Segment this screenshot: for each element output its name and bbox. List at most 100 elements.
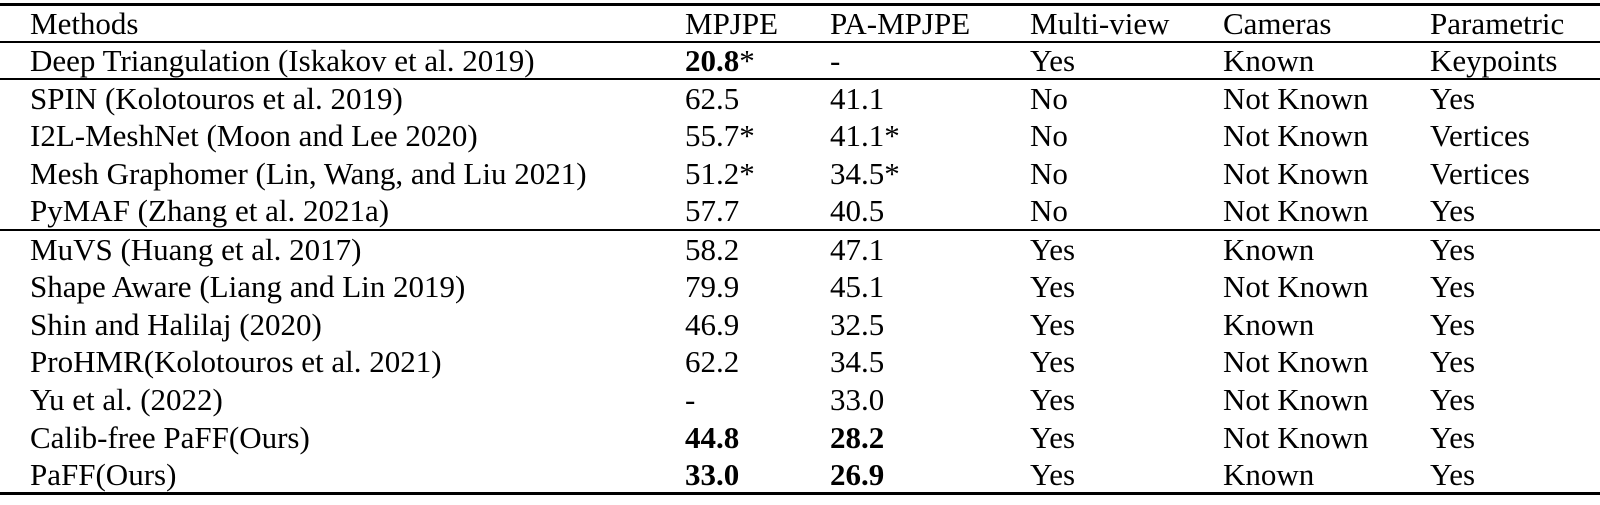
- cameras-cell: Known: [1223, 305, 1430, 343]
- parametric-cell: Yes: [1430, 343, 1600, 381]
- table-row: PyMAF (Zhang et al. 2021a) 57.7 40.5 No Not …: [0, 192, 1600, 230]
- mpjpe-value: 55.7: [685, 118, 740, 154]
- cameras-cell: Not Known: [1223, 268, 1430, 306]
- mpjpe-value: 58.2: [685, 231, 740, 267]
- method-label: SPIN (Kolotouros et al. 2019): [30, 81, 403, 117]
- column-header-parametric: Parametric: [1430, 5, 1565, 41]
- pa-mpjpe-star: *: [884, 155, 900, 191]
- multi-view-cell: Yes: [1030, 305, 1223, 343]
- pa-mpjpe-star: *: [884, 118, 900, 154]
- method-cell: SPIN (Kolotouros et al. 2019): [0, 79, 685, 117]
- parametric-value: Vertices: [1430, 155, 1530, 191]
- column-header-cameras: Cameras: [1223, 5, 1332, 41]
- cameras-value: Not Known: [1223, 193, 1369, 229]
- multi-view-cell: Yes: [1030, 343, 1223, 381]
- method-cell: Shape Aware (Liang and Lin 2019): [0, 268, 685, 306]
- parametric-cell: Yes: [1430, 192, 1600, 230]
- mpjpe-cell: 79.9: [685, 268, 830, 306]
- cameras-value: Not Known: [1223, 155, 1369, 191]
- cameras-cell: Not Known: [1223, 79, 1430, 117]
- cameras-value: Not Known: [1223, 268, 1369, 304]
- table-row: Calib-free PaFF(Ours) 44.8 28.2 Yes Not Know…: [0, 418, 1600, 456]
- parametric-cell: Yes: [1430, 305, 1600, 343]
- pa-mpjpe-cell: 34.5: [830, 343, 1030, 381]
- mpjpe-cell: 20.8*: [685, 42, 830, 80]
- header-row: Methods MPJPE PA-MPJPE Multi-view Camera…: [0, 5, 1600, 42]
- pa-mpjpe-value: 33.0: [830, 382, 885, 418]
- cameras-cell: Not Known: [1223, 381, 1430, 419]
- multi-view-cell: Yes: [1030, 230, 1223, 268]
- parametric-cell: Yes: [1430, 381, 1600, 419]
- method-cell: I2L-MeshNet (Moon and Lee 2020): [0, 117, 685, 155]
- multi-view-cell: No: [1030, 192, 1223, 230]
- mpjpe-value: 62.2: [685, 344, 740, 380]
- multi-view-cell: Yes: [1030, 42, 1223, 80]
- pa-mpjpe-value: 26.9: [830, 456, 885, 492]
- pa-mpjpe-cell: 47.1: [830, 230, 1030, 268]
- method-label: Calib-free PaFF(Ours): [30, 419, 310, 455]
- method-cell: PaFF(Ours): [0, 456, 685, 494]
- cameras-cell: Not Known: [1223, 418, 1430, 456]
- mpjpe-cell: 44.8: [685, 418, 830, 456]
- parametric-cell: Yes: [1430, 268, 1600, 306]
- multi-view-cell: Yes: [1030, 418, 1223, 456]
- table-group-single-view: SPIN (Kolotouros et al. 2019) 62.5 41.1 No N…: [0, 79, 1600, 230]
- mpjpe-star: *: [739, 118, 755, 154]
- mpjpe-cell: 33.0: [685, 456, 830, 494]
- mpjpe-value: 20.8: [685, 42, 740, 78]
- pa-mpjpe-value: 34.5: [830, 344, 885, 380]
- parametric-cell: Vertices: [1430, 117, 1600, 155]
- multi-view-value: Yes: [1030, 306, 1076, 342]
- multi-view-value: Yes: [1030, 344, 1076, 380]
- method-cell: Yu et al. (2022): [0, 381, 685, 419]
- method-cell: Deep Triangulation (Iskakov et al. 2019): [0, 42, 685, 80]
- method-label: MuVS (Huang et al. 2017): [30, 231, 362, 267]
- mpjpe-star: *: [739, 42, 755, 78]
- pa-mpjpe-value: 34.5: [830, 155, 885, 191]
- pa-mpjpe-value: 41.1: [830, 118, 885, 154]
- table-row: Shape Aware (Liang and Lin 2019) 79.9 45.1…: [0, 268, 1600, 306]
- method-comparison-table: Methods MPJPE PA-MPJPE Multi-view Camera…: [0, 3, 1600, 496]
- parametric-value: Yes: [1430, 344, 1476, 380]
- multi-view-cell: No: [1030, 155, 1223, 193]
- method-label: I2L-MeshNet (Moon and Lee 2020): [30, 118, 478, 154]
- parametric-cell: Yes: [1430, 418, 1600, 456]
- mpjpe-value: 46.9: [685, 306, 740, 342]
- parametric-value: Yes: [1430, 306, 1476, 342]
- mpjpe-star: *: [739, 155, 755, 191]
- parametric-cell: Yes: [1430, 79, 1600, 117]
- multi-view-value: No: [1030, 193, 1068, 229]
- cameras-cell: Known: [1223, 230, 1430, 268]
- mpjpe-cell: -: [685, 381, 830, 419]
- cameras-value: Not Known: [1223, 382, 1369, 418]
- table-header: Methods MPJPE PA-MPJPE Multi-view Camera…: [0, 5, 1600, 42]
- pa-mpjpe-value: -: [830, 42, 841, 78]
- table-group-triangulation: Deep Triangulation (Iskakov et al. 2019)…: [0, 42, 1600, 80]
- mpjpe-value: 33.0: [685, 456, 740, 492]
- parametric-value: Yes: [1430, 193, 1476, 229]
- mpjpe-value: 44.8: [685, 419, 740, 455]
- pa-mpjpe-cell: 34.5*: [830, 155, 1030, 193]
- table-row: SPIN (Kolotouros et al. 2019) 62.5 41.1 No N…: [0, 79, 1600, 117]
- pa-mpjpe-value: 32.5: [830, 306, 885, 342]
- table-row: ProHMR(Kolotouros et al. 2021) 62.2 34.5 Ye…: [0, 343, 1600, 381]
- pa-mpjpe-cell: 41.1*: [830, 117, 1030, 155]
- cameras-value: Known: [1223, 231, 1315, 267]
- cameras-cell: Not Known: [1223, 155, 1430, 193]
- parametric-value: Yes: [1430, 268, 1476, 304]
- cameras-cell: Known: [1223, 42, 1430, 80]
- pa-mpjpe-value: 41.1: [830, 81, 885, 117]
- cameras-value: Known: [1223, 306, 1315, 342]
- mpjpe-cell: 58.2: [685, 230, 830, 268]
- parametric-value: Yes: [1430, 231, 1476, 267]
- mpjpe-value: 79.9: [685, 268, 740, 304]
- column-header-multi-view: Multi-view: [1030, 5, 1170, 41]
- method-cell: MuVS (Huang et al. 2017): [0, 230, 685, 268]
- multi-view-value: Yes: [1030, 419, 1076, 455]
- cameras-cell: Not Known: [1223, 117, 1430, 155]
- method-label: Shin and Halilaj (2020): [30, 306, 322, 342]
- cameras-value: Not Known: [1223, 419, 1369, 455]
- cameras-value: Known: [1223, 42, 1315, 78]
- pa-mpjpe-cell: 40.5: [830, 192, 1030, 230]
- mpjpe-cell: 62.5: [685, 79, 830, 117]
